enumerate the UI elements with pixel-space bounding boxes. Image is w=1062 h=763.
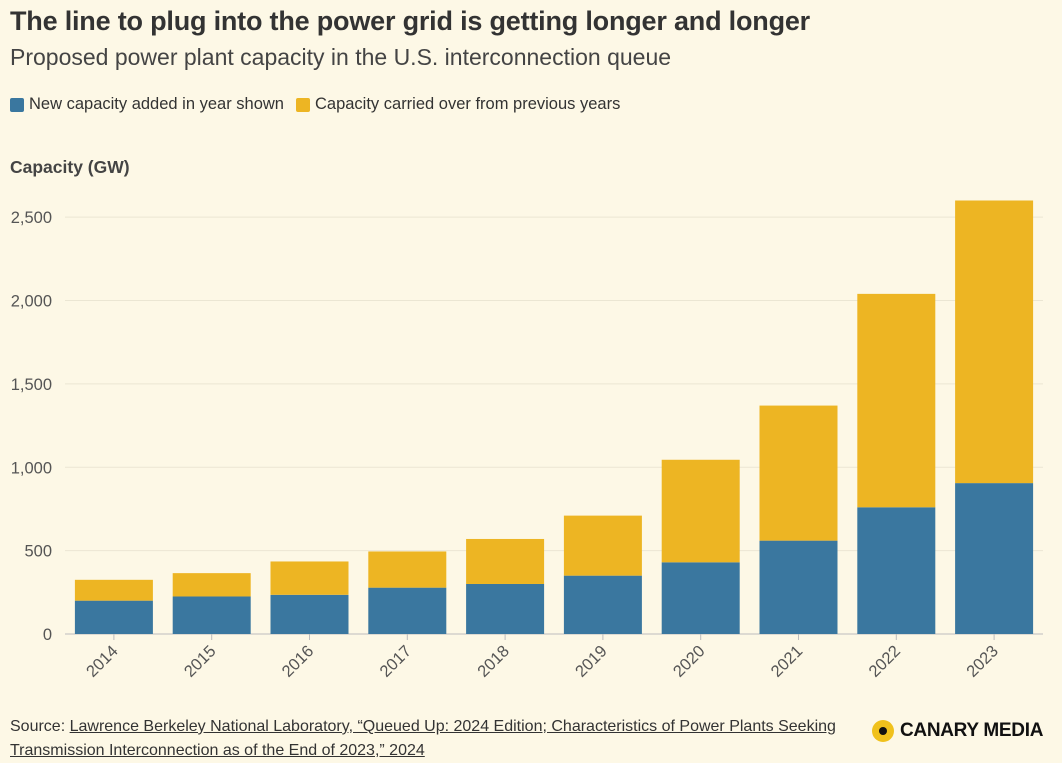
- bar-new-capacity: [270, 594, 349, 634]
- bar-new-capacity: [466, 583, 545, 634]
- bar-carried-capacity: [563, 515, 642, 576]
- bar-carried-capacity: [661, 459, 740, 563]
- bar-new-capacity: [368, 587, 447, 634]
- y-tick-label: 2,500: [11, 209, 52, 227]
- source-note: Source: Lawrence Berkeley National Labor…: [10, 715, 870, 763]
- legend-swatch-carried: [295, 97, 310, 112]
- x-tick-label: 2023: [963, 642, 1002, 681]
- source-link[interactable]: Lawrence Berkeley National Laboratory, “…: [10, 718, 836, 759]
- bar-new-capacity: [172, 596, 251, 634]
- x-tick-label: 2022: [865, 642, 904, 681]
- source-prefix: Source:: [10, 718, 70, 735]
- legend-item-carried: Capacity carried over from previous year…: [295, 95, 621, 114]
- x-tick-label: 2016: [279, 642, 318, 681]
- bar-carried-capacity: [466, 538, 545, 584]
- legend-swatch-new: [10, 97, 24, 112]
- bar-carried-capacity: [172, 573, 251, 597]
- bar-carried-capacity: [74, 579, 153, 601]
- y-tick-label: 500: [24, 543, 52, 561]
- legend: New capacity added in year shown Capacit…: [10, 95, 632, 114]
- y-axis-title: Capacity (GW): [10, 157, 130, 177]
- bar-new-capacity: [661, 562, 740, 634]
- bar-carried-capacity: [759, 405, 838, 541]
- legend-item-new: New capacity added in year shown: [10, 95, 284, 114]
- bar-carried-capacity: [857, 293, 936, 508]
- bar-new-capacity: [759, 540, 838, 634]
- canary-media-logo: CANARY MEDIA: [872, 720, 1043, 742]
- y-tick-label: 2,000: [11, 293, 52, 311]
- chart-subtitle: Proposed power plant capacity in the U.S…: [10, 44, 672, 70]
- legend-label-new: New capacity added in year shown: [29, 95, 284, 113]
- logo-text: CANARY MEDIA: [900, 720, 1044, 741]
- legend-label-carried: Capacity carried over from previous year…: [314, 95, 621, 113]
- x-tick-label: 2021: [768, 642, 807, 681]
- logo-dot-icon: [872, 720, 894, 742]
- y-tick-label: 0: [43, 626, 52, 644]
- y-tick-label: 1,500: [11, 376, 52, 394]
- bar-carried-capacity: [270, 561, 349, 595]
- y-tick-label: 1,000: [11, 459, 52, 477]
- bar-new-capacity: [74, 600, 153, 634]
- bar-new-capacity: [563, 575, 642, 634]
- bar-carried-capacity: [955, 200, 1034, 484]
- x-tick-label: 2015: [181, 642, 220, 681]
- x-tick-label: 2014: [83, 642, 122, 681]
- bar-carried-capacity: [368, 551, 447, 588]
- bar-new-capacity: [955, 483, 1034, 634]
- bar-chart: 0 500 1,000 1,500 2,000 2,500 2014 2015 2016 2017…: [11, 200, 1043, 681]
- x-tick-label: 2017: [376, 642, 415, 681]
- bar-new-capacity: [857, 507, 936, 634]
- x-tick-label: 2019: [572, 642, 611, 681]
- x-tick-label: 2018: [474, 642, 513, 681]
- x-tick-label: 2020: [670, 642, 709, 681]
- chart-title: The line to plug into the power grid is …: [10, 6, 810, 36]
